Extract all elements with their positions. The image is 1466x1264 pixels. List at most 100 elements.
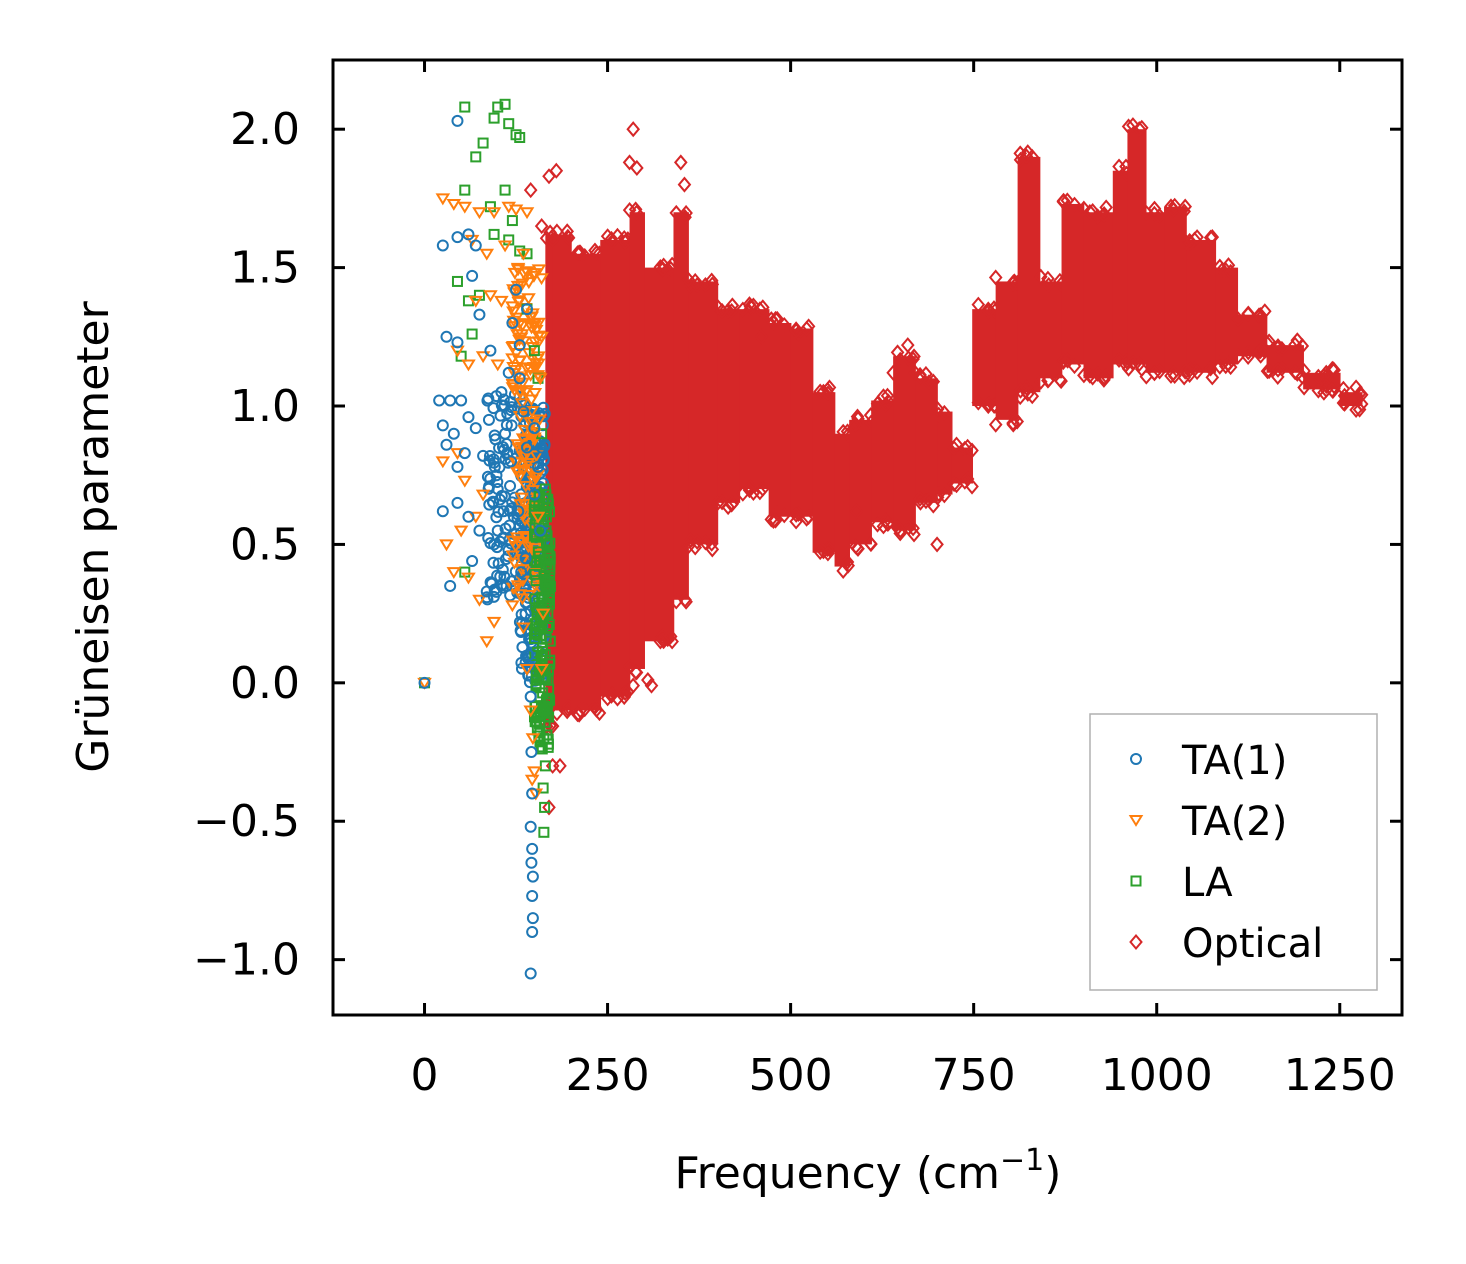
TA(1)-point (495, 386, 508, 399)
TA(2)-point (457, 201, 473, 214)
optical-point (901, 350, 916, 367)
TA(2)-point (514, 492, 530, 505)
optical-point (1013, 151, 1028, 168)
optical-point (799, 510, 814, 527)
Optical-point (673, 154, 688, 171)
optical-point (1253, 343, 1268, 360)
optical-point (777, 316, 792, 334)
LA-point (539, 801, 551, 813)
TA(1)-point (462, 510, 475, 523)
optical-point (880, 515, 895, 532)
Optical-point (849, 503, 864, 520)
optical-point (1147, 365, 1162, 382)
TA(1)-point (519, 607, 532, 620)
optical-point (919, 493, 933, 510)
TA(2)-point (510, 439, 525, 452)
optical-point (1025, 148, 1040, 165)
optical-point (629, 204, 644, 221)
optical-point (704, 272, 719, 289)
optical-point (947, 440, 961, 457)
x-axis-title: Frequency (cm−1) (675, 1143, 1062, 1199)
LA-point (528, 345, 540, 357)
optical-point (1013, 145, 1028, 162)
TA(2)-point (472, 594, 487, 607)
TA(2)-point (486, 207, 502, 220)
optical-band-segment (937, 411, 953, 495)
optical-point (922, 374, 936, 391)
TA(2)-point (508, 540, 523, 553)
TA(1)-point (526, 912, 539, 925)
TA(2)-point (505, 550, 521, 563)
optical-point (1288, 336, 1302, 353)
TA(2)-point (524, 394, 539, 407)
TA(1)-point (526, 870, 539, 883)
LA-point (477, 137, 489, 149)
TA(1)-point (486, 495, 499, 508)
optical-point (1297, 379, 1311, 396)
TA(1)-point (462, 228, 475, 241)
optical-point (681, 538, 696, 555)
TA(2)-point (475, 489, 491, 502)
LA-point (537, 782, 549, 794)
TA(1)-point (482, 392, 495, 405)
optical-point (949, 477, 964, 494)
TA(1)-point (440, 330, 453, 343)
optical-point (1121, 360, 1136, 377)
optical-point (988, 269, 1003, 286)
optical-point (1253, 306, 1268, 324)
TA(1)-point (500, 579, 513, 592)
TA(2)-point (530, 511, 546, 524)
optical-point (742, 296, 757, 313)
optical-point (926, 373, 941, 390)
optical-point (573, 244, 588, 261)
optical-point (1056, 352, 1071, 369)
optical-point (949, 436, 964, 453)
legend: TA(1) TA(2) LA Optical (1089, 713, 1378, 991)
optical-point (789, 322, 803, 339)
optical-point (656, 632, 670, 649)
x-tick-label: 250 (566, 1050, 650, 1101)
TA(1)-point (513, 339, 526, 352)
TA(1)-point (505, 419, 518, 432)
optical-band-segment (545, 234, 554, 725)
TA(2)-point (527, 387, 543, 400)
TA(1)-point (473, 524, 486, 537)
optical-point (1060, 352, 1075, 369)
TA(1)-point (526, 889, 539, 902)
LA-point (542, 621, 554, 633)
TA(1)-point (526, 925, 539, 938)
optical-band-segment (1083, 212, 1114, 379)
legend-marker-diamond (1129, 933, 1143, 951)
legend-frame (1089, 713, 1378, 991)
optical-point (1319, 377, 1334, 394)
TA(1)-point (528, 488, 541, 501)
LA-point (539, 760, 551, 772)
LA-point (539, 649, 551, 661)
TA(1)-point (536, 448, 549, 461)
TA(2)-point (517, 530, 533, 543)
optical-point (1190, 364, 1204, 381)
optical-point (698, 534, 713, 551)
optical-point (1025, 388, 1040, 405)
optical-point (931, 406, 946, 423)
optical-point (850, 408, 865, 425)
optical-point (1097, 371, 1111, 388)
TA(2)-point (516, 622, 531, 635)
optical-point (1325, 361, 1339, 378)
optical-point (1010, 413, 1025, 430)
optical-band-segment (1061, 203, 1085, 365)
TA(2)-point (527, 336, 543, 349)
LA-point (542, 674, 554, 686)
TA(1)-point (494, 409, 507, 422)
optical-band-segment (1127, 129, 1147, 365)
TA(2)-point (461, 359, 476, 372)
TA(1)-point (524, 820, 537, 833)
TA(1)-point (473, 308, 486, 321)
TA(2)-point (510, 580, 526, 593)
optical-point (913, 368, 928, 385)
LA-point (538, 826, 550, 838)
legend-marker-circle (1130, 753, 1142, 765)
TA(1)-point (498, 399, 511, 412)
optical-point (746, 297, 761, 314)
TA(1)-point (488, 538, 501, 551)
